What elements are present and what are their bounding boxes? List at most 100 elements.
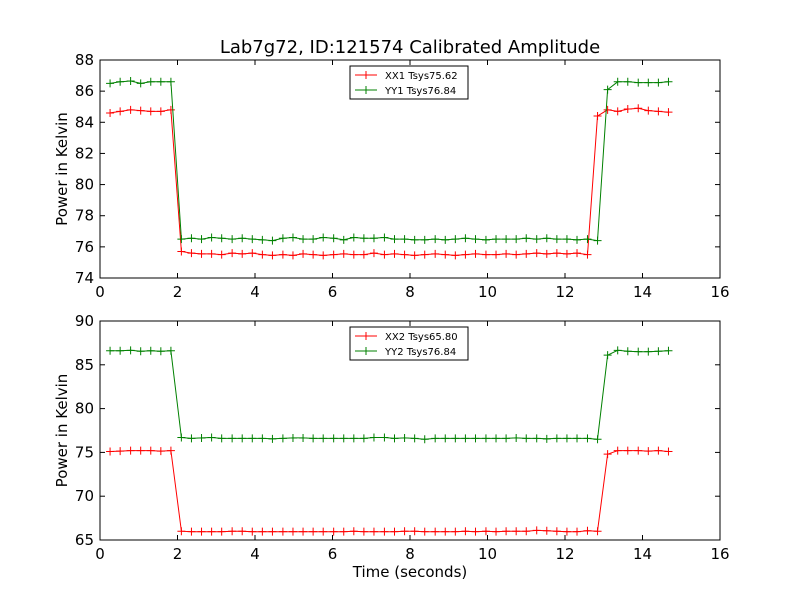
x-tick-label: 2: [173, 545, 183, 563]
data-point: [522, 249, 531, 258]
y-tick-label: 86: [75, 82, 94, 100]
data-point: [431, 235, 440, 244]
data-point: [613, 446, 622, 455]
data-point: [502, 434, 511, 443]
data-point: [248, 235, 257, 244]
data-point: [441, 527, 450, 536]
data-point: [603, 450, 612, 459]
x-tick-label: 6: [328, 545, 338, 563]
data-point: [471, 235, 480, 244]
data-point: [512, 250, 521, 259]
bottom-panel: 0 2 4 6 8 10 12 14 16 65 70 75 80 85 90 Power in Kelvin…: [53, 312, 730, 581]
data-point: [431, 434, 440, 443]
data-point: [410, 527, 419, 536]
data-point: [268, 527, 277, 536]
data-point: [258, 250, 267, 259]
data-point: [106, 79, 115, 88]
data-point: [116, 447, 125, 456]
x-tick-label: 14: [633, 283, 652, 301]
data-point: [319, 233, 328, 242]
series-line-yy1: [110, 80, 669, 242]
data-point: [634, 446, 643, 455]
legend-box: [349, 65, 469, 100]
y-axis-label: Power in Kelvin: [53, 374, 71, 488]
data-point: [339, 434, 348, 443]
data-point: [654, 446, 663, 455]
data-point: [299, 249, 308, 258]
data-point: [359, 250, 368, 259]
x-tick-label: 6: [328, 283, 338, 301]
data-point: [288, 433, 297, 442]
data-point: [156, 447, 165, 456]
data-point: [187, 234, 196, 243]
series-line-xx1: [110, 107, 669, 256]
data-point: [228, 235, 237, 244]
data-point: [400, 527, 409, 536]
data-point: [573, 527, 582, 536]
data-point: [136, 446, 145, 455]
data-point: [207, 527, 216, 536]
data-point: [217, 234, 226, 243]
data-point: [502, 235, 511, 244]
legend-marker: [362, 347, 370, 355]
data-point: [603, 351, 612, 360]
data-point: [431, 527, 440, 536]
data-point: [258, 434, 267, 443]
data-point: [359, 434, 368, 443]
data-point: [349, 527, 358, 536]
data-point: [329, 527, 338, 536]
data-point: [197, 527, 206, 536]
legend-label: XX2 Tsys65.80: [385, 332, 458, 343]
data-point: [644, 106, 653, 115]
data-point: [116, 77, 125, 86]
data-point: [532, 434, 541, 443]
x-tick-label: 10: [478, 283, 497, 301]
y-tick-label: 76: [75, 238, 94, 256]
data-point: [664, 77, 673, 86]
data-point: [461, 250, 470, 259]
data-point: [644, 447, 653, 456]
data-point: [613, 346, 622, 355]
data-point: [349, 233, 358, 242]
data-point: [329, 234, 338, 243]
data-point: [644, 347, 653, 356]
data-point: [613, 77, 622, 86]
data-point: [634, 347, 643, 356]
data-point: [634, 104, 643, 113]
data-point: [461, 234, 470, 243]
data-point: [238, 527, 247, 536]
data-point: [441, 434, 450, 443]
data-point: [542, 234, 551, 243]
data-point: [613, 107, 622, 116]
data-point: [420, 527, 429, 536]
data-point: [400, 250, 409, 259]
data-point: [166, 77, 175, 86]
data-point: [562, 527, 571, 536]
data-point: [258, 235, 267, 244]
data-point: [278, 434, 287, 443]
data-point: [583, 250, 592, 259]
data-point: [126, 346, 135, 355]
data-point: [562, 434, 571, 443]
data-point: [410, 434, 419, 443]
data-point: [278, 250, 287, 259]
data-point: [552, 527, 561, 536]
legend-label: YY2 Tsys76.84: [384, 347, 456, 358]
data-point: [319, 251, 328, 260]
x-tick-label: 16: [710, 283, 729, 301]
data-point: [623, 105, 632, 114]
data-point: [177, 433, 186, 442]
data-point: [481, 434, 490, 443]
data-point: [197, 249, 206, 258]
data-point: [116, 107, 125, 116]
data-point: [410, 235, 419, 244]
data-point: [238, 249, 247, 258]
data-point: [471, 527, 480, 536]
data-point: [400, 433, 409, 442]
data-point: [664, 346, 673, 355]
data-point: [309, 250, 318, 259]
data-point: [481, 527, 490, 536]
y-tick-label: 90: [75, 312, 94, 330]
data-point: [390, 527, 399, 536]
